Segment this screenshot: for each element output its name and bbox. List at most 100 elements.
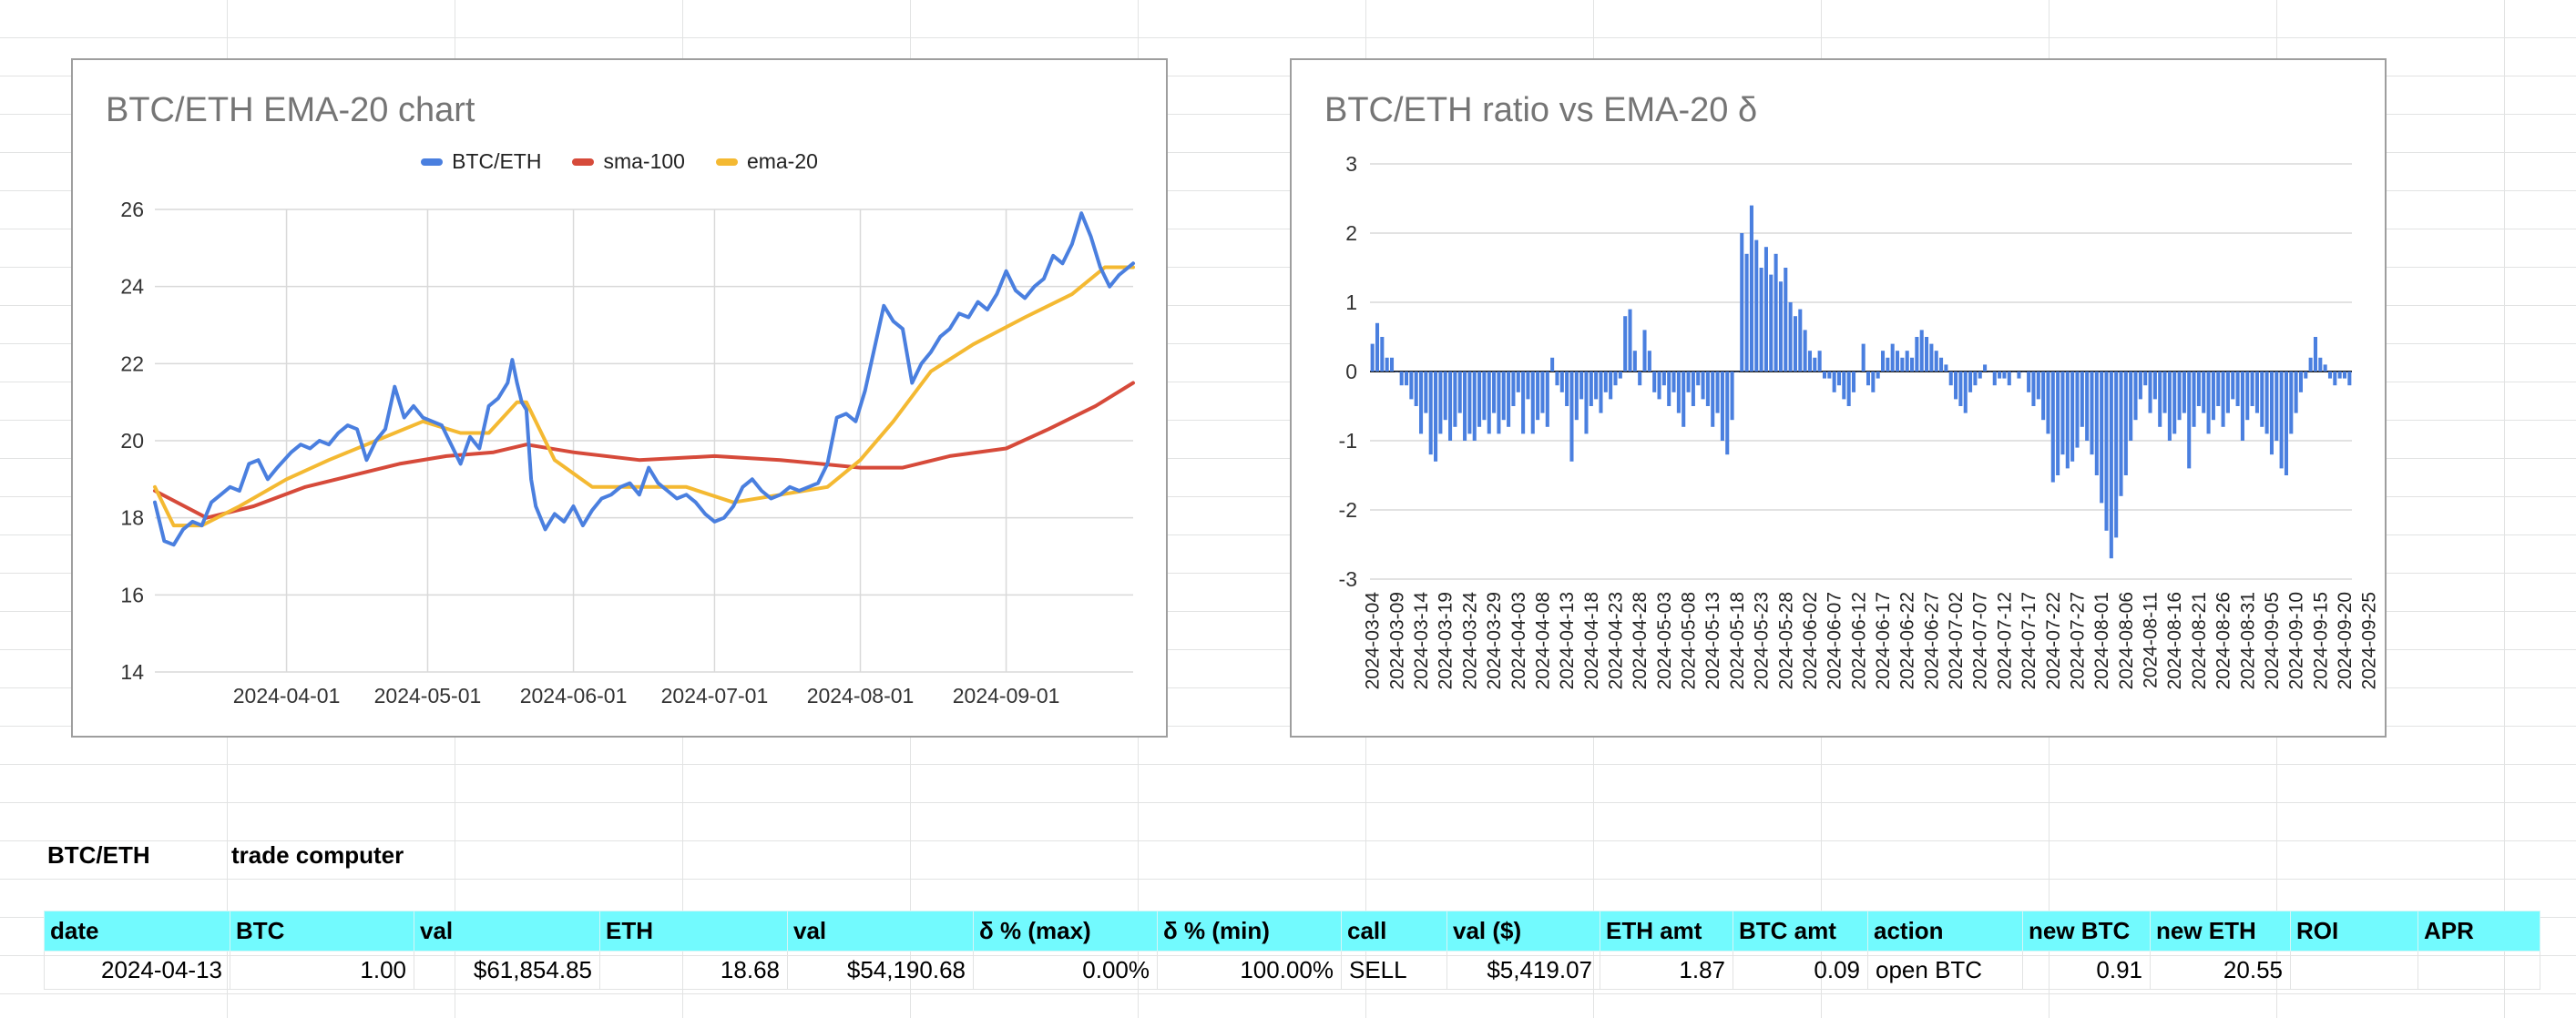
column-header[interactable]: δ % (min) [1157,911,1342,952]
ema-line-chart[interactable]: BTC/ETH EMA-20 chart BTC/ETH sma-100 ema-2… [71,58,1168,738]
bar [2036,372,2040,400]
trade-computer-label-cell[interactable]: trade computer [231,840,404,869]
table-cell[interactable]: open BTC [1867,951,2023,990]
column-header[interactable]: new BTC [2022,911,2151,952]
bar [1827,372,1832,379]
legend-item[interactable]: BTC/ETH [421,149,541,174]
bar [1919,330,1924,372]
column-header[interactable]: val ($) [1446,911,1600,952]
bar [1428,372,1433,455]
bar [2260,372,2264,427]
column-header[interactable]: ETH [599,911,788,952]
table-cell[interactable]: 1.00 [230,951,414,990]
table-cell[interactable]: 20.55 [2150,951,2291,990]
bar [1409,372,1414,400]
chart-title: BTC/ETH EMA-20 chart [106,91,475,129]
column-header[interactable]: date [44,911,230,952]
bar [1647,351,1651,372]
bar [2284,372,2288,475]
table-cell[interactable]: 0.09 [1733,951,1868,990]
table-cell[interactable]: $5,419.07 [1446,951,1600,990]
column-header[interactable]: val [414,911,600,952]
bar [1559,372,1564,392]
table-cell[interactable]: SELL [1341,951,1447,990]
bar [2221,372,2225,427]
table-cell[interactable]: 0.00% [973,951,1158,990]
bar [1438,372,1443,434]
x-tick-label: 2024-03-14 [1411,592,1432,690]
column-header[interactable]: new ETH [2150,911,2291,952]
column-header[interactable]: call [1341,911,1447,952]
bar [1896,351,1900,372]
bar [2027,372,2031,392]
bar [1609,372,1613,400]
table-cell[interactable]: $54,190.68 [787,951,974,990]
column-header[interactable]: BTC amt [1733,911,1868,952]
bar [1463,372,1467,441]
bar [2143,372,2148,386]
column-header[interactable]: δ % (max) [973,911,1158,952]
bar [1701,372,1705,400]
bar [1715,372,1720,413]
x-tick-label: 2024-08-26 [2213,592,2234,689]
bar [2308,357,2313,372]
x-tick-label: 2024-06-02 [1800,592,1821,689]
x-tick-label: 2024-04-01 [233,684,341,708]
bar [1842,372,1846,400]
bar [1774,253,1778,372]
bar [1642,330,1647,372]
x-tick-label: 2024-07-27 [2068,592,2089,689]
bar [1740,233,1744,372]
column-header[interactable]: BTC [230,911,414,952]
x-tick-label: 2024-09-01 [953,684,1060,708]
table-cell[interactable]: $61,854.85 [414,951,600,990]
delta-bar-chart[interactable]: BTC/ETH ratio vs EMA-20 δ -3 -2 -1 0 1 2 3 2024… [1290,58,2387,738]
bar [1861,343,1866,372]
bar [2133,372,2138,421]
bar [1876,372,1880,379]
x-tick-label: 2024-05-13 [1702,592,1723,689]
column-header[interactable]: action [1867,911,2023,952]
column-header[interactable]: APR [2418,911,2540,952]
bar [1375,322,1380,372]
bar [1414,372,1418,406]
pair-label-cell[interactable]: BTC/ETH [47,840,150,869]
bar [2148,372,2152,413]
table-cell[interactable] [2290,951,2418,990]
bar [2104,372,2109,531]
bar [1628,309,1632,372]
bar [2172,372,2177,434]
x-tick-label: 2024-05-18 [1727,592,1748,689]
table-cell[interactable] [2418,951,2540,990]
bar [1963,372,1968,413]
table-cell[interactable]: 0.91 [2022,951,2151,990]
bar [2129,372,2133,441]
table-cell[interactable]: 18.68 [599,951,788,990]
bar [2192,372,2196,427]
table-cell[interactable]: 100.00% [1157,951,1342,990]
bar [1536,372,1540,421]
column-header[interactable]: val [787,911,974,952]
x-tick-label: 2024-06-01 [520,684,628,708]
bar [1380,337,1385,372]
bar [1492,372,1497,413]
table-cell[interactable]: 1.87 [1600,951,1733,990]
column-header[interactable]: ROI [2290,911,2418,952]
bar [2007,372,2011,386]
bar [1385,357,1389,372]
legend-item[interactable]: sma-100 [572,149,685,174]
bar [2274,372,2279,441]
y-tick-label: 18 [120,506,144,530]
legend-swatch [715,158,738,166]
x-tick-label: 2024-04-08 [1533,592,1554,689]
legend-item[interactable]: ema-20 [715,149,818,174]
bar [2304,372,2308,379]
x-tick-label: 2024-09-10 [2286,592,2307,689]
y-tick-label: -3 [1339,567,1357,591]
bar [1613,372,1618,386]
bar [2152,372,2157,400]
bar [1939,357,1944,372]
table-cell[interactable]: 2024-04-13 [44,951,230,990]
column-header[interactable]: ETH amt [1600,911,1733,952]
bar [1983,364,1988,372]
